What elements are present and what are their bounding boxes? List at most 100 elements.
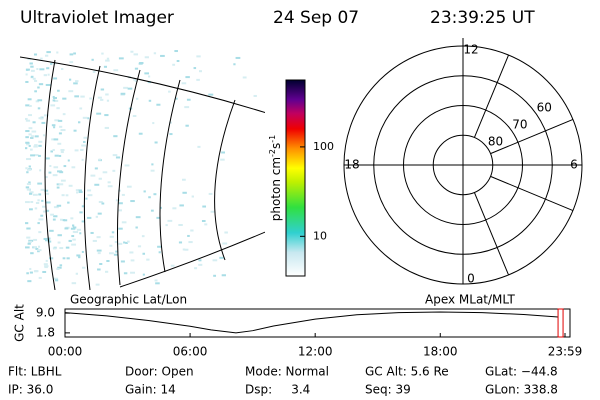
pixel [130,259,135,262]
pixel [90,174,96,177]
pixel [139,62,144,65]
pixel [26,227,31,230]
pixel [38,83,44,86]
pixel [26,168,32,171]
geo-line [117,69,141,286]
pixel [134,80,138,83]
pixel [148,99,152,102]
pixel [182,178,186,181]
pixel [97,252,101,255]
pixel [54,154,59,157]
tick-label: 10 [313,229,327,242]
mlt-label: 0 [467,272,475,286]
pixel [28,114,33,117]
pixel [114,241,118,244]
pixel [41,121,46,124]
pixel [135,97,139,100]
pixel [112,169,116,172]
pixel [185,76,190,79]
pixel [106,260,110,263]
pixel [42,205,46,208]
pixel [126,185,132,188]
pixel [33,53,38,56]
left-label: Geographic Lat/Lon [70,293,187,307]
pixel [153,193,157,196]
pixel [56,183,60,186]
pixel [105,270,109,273]
pixel [45,209,50,212]
pixel [29,62,33,65]
pixel [113,135,118,138]
pixel [34,154,39,157]
pixel [73,52,76,55]
pixel [62,97,67,100]
pixel [53,215,58,218]
x-tick-label: 06:00 [173,345,208,359]
pixel [30,154,36,157]
pixel [27,280,32,283]
pixel [34,79,38,82]
pixel [62,257,66,260]
pixel [208,93,214,96]
pixel [100,88,105,91]
pixel [37,222,40,225]
pixel [35,100,40,103]
right-label: Apex MLat/MLT [425,293,515,307]
pixel [125,241,128,244]
pixel [25,141,30,144]
pixel [57,266,62,269]
pixel [63,165,67,168]
pixel [118,227,123,230]
pixel [43,74,47,77]
pixel [75,80,79,83]
pixel [95,215,98,218]
pixel [60,179,66,182]
pixel [73,129,77,132]
pixel [70,227,76,230]
pixel [53,277,59,280]
pixel [202,205,207,208]
pixel [32,193,38,196]
field: GLon: 338.8 [485,383,558,397]
pixel [34,90,37,93]
pixel [98,177,102,180]
pixel [38,276,42,279]
pixel [28,239,34,242]
geo-line [83,65,101,290]
pixel [33,145,38,148]
pixel [75,272,79,275]
pixel [198,259,202,262]
pixel [107,181,111,184]
mlt-label: 12 [463,43,478,57]
pixel [81,158,84,161]
mlt-line [473,54,510,138]
pixel [76,191,79,194]
pixel [185,124,189,127]
pixel [120,92,126,95]
pixel [73,82,78,85]
pixel [30,148,33,151]
pixel [31,130,37,133]
pixel [83,136,88,139]
pixel [49,164,52,167]
pixel [56,51,59,54]
pixel [92,70,96,73]
pixel [141,235,145,238]
pixel [53,138,59,141]
pixel [184,248,189,251]
pixel [30,65,34,68]
pixel [25,104,30,107]
pixel [80,148,84,151]
pixel [53,99,59,102]
pixel [30,75,34,78]
pixel [43,114,49,117]
lat-label: 80 [488,135,503,149]
pixel [242,76,247,79]
geo-line [159,79,181,273]
pixel [52,148,55,151]
pixel [66,257,70,260]
pixel [176,60,180,63]
pixel [57,170,63,173]
pixel [151,163,154,166]
pixel [26,272,29,275]
